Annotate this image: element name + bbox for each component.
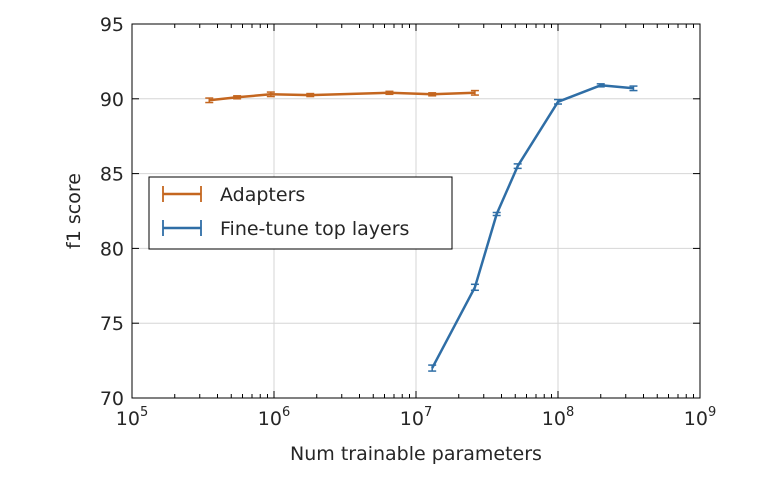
y-tick-label: 90 bbox=[100, 89, 124, 111]
data-point-fine-tune-top-layers bbox=[554, 98, 562, 105]
x-tick-label: 109 bbox=[684, 405, 716, 430]
legend-entry-adapters: Adapters bbox=[162, 184, 305, 206]
data-point-fine-tune-top-layers bbox=[513, 163, 522, 170]
series-layer bbox=[205, 83, 638, 372]
legend-box bbox=[148, 176, 453, 250]
ticks: 70 75 80 85 90 95 105 106 107 108 109 bbox=[100, 14, 716, 430]
legend-swatch-fine-tune-top-layers bbox=[162, 220, 202, 236]
data-point-fine-tune-top-layers bbox=[629, 85, 638, 92]
legend: Adapters Fine-tune top layers bbox=[148, 176, 453, 250]
data-point-adapters bbox=[266, 91, 275, 98]
y-tick-label: 95 bbox=[100, 14, 124, 36]
x-axis-label: Num trainable parameters bbox=[290, 443, 542, 465]
data-point-adapters bbox=[205, 97, 214, 104]
legend-entry-fine-tune-top-layers: Fine-tune top layers bbox=[162, 218, 409, 240]
series-line-fine-tune-top-layers bbox=[431, 84, 634, 369]
data-point-adapters bbox=[385, 90, 394, 96]
data-point-fine-tune-top-layers bbox=[596, 83, 605, 88]
y-axis-label: f1 score bbox=[63, 173, 85, 249]
legend-label-fine-tune-top-layers: Fine-tune top layers bbox=[220, 218, 409, 240]
x-tick-label: 105 bbox=[116, 405, 148, 430]
y-tick-label: 70 bbox=[100, 388, 124, 410]
data-point-adapters bbox=[306, 92, 315, 98]
data-point-fine-tune-top-layers bbox=[428, 364, 437, 372]
data-point-fine-tune-top-layers bbox=[492, 211, 501, 217]
data-point-adapters bbox=[470, 89, 479, 96]
data-point-adapters bbox=[233, 95, 242, 100]
y-tick-label: 85 bbox=[100, 164, 124, 186]
y-tick-label: 75 bbox=[100, 313, 124, 335]
y-tick-label: 80 bbox=[100, 238, 124, 260]
data-point-adapters bbox=[428, 92, 437, 97]
x-tick-label: 107 bbox=[400, 405, 432, 430]
legend-swatch-adapters bbox=[162, 186, 202, 202]
data-point-fine-tune-top-layers bbox=[470, 283, 479, 292]
x-tick-label: 106 bbox=[258, 405, 290, 430]
legend-label-adapters: Adapters bbox=[220, 184, 305, 206]
x-tick-label: 108 bbox=[542, 405, 574, 430]
